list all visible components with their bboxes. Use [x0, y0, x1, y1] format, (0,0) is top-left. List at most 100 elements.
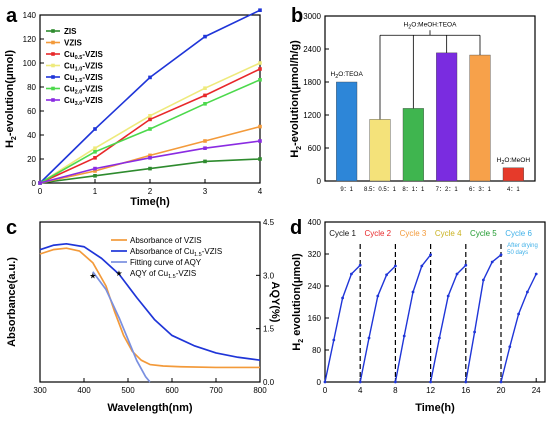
d-ytick-label: 160	[308, 314, 322, 323]
c-xtick-label: 300	[33, 386, 47, 395]
b-ytick-label: 1200	[303, 111, 321, 120]
b-xtick-label: 8.5：0.5：1	[364, 187, 397, 193]
b-ytick-label: 2400	[303, 45, 321, 54]
panel-d: d 0 80 160 240 320 400 0 4 8 12 16 20 24 Cycle 1 Cyc…	[290, 217, 546, 414]
a-series-point	[38, 181, 42, 185]
d-xtick-label: 20	[497, 386, 506, 395]
a-series-point	[203, 34, 207, 39]
a-series-point	[148, 75, 152, 80]
d-cycle-point	[482, 278, 485, 282]
a-series-point	[258, 139, 262, 143]
d-cycle-point	[429, 253, 432, 257]
a-ytick-label: 0	[32, 179, 37, 188]
d-cycle-point	[385, 273, 388, 277]
panel-c: c 300 400 500 600 700 800 0.0 1.5 3.0 4.5 ★ Abso…	[6, 217, 281, 414]
b-annotation: H2O:MeOH	[497, 157, 531, 166]
a-series-point	[93, 127, 97, 131]
a-legend-label: Cu1.0-VZIS	[64, 62, 103, 73]
panel-d-ylabel: H2 evolution(μmol)	[291, 253, 305, 351]
d-cycle-label: Cycle 6	[505, 229, 532, 238]
b-ytick-label: 3000	[303, 12, 321, 21]
d-cycle-point	[464, 263, 468, 267]
d-cycle-point	[446, 294, 450, 298]
a-series-point	[258, 78, 262, 82]
a-series-point	[258, 8, 262, 12]
a-series-point	[203, 86, 207, 90]
b-xtick-label: 9：1	[340, 187, 353, 193]
d-after-note: After drying	[507, 243, 538, 249]
panel-d-label: d	[290, 217, 302, 239]
d-cycle-line	[500, 273, 537, 383]
c-ytick-right-label: 1.5	[263, 325, 275, 334]
d-ytick-label: 320	[308, 250, 322, 259]
c-series-line	[92, 271, 151, 383]
panel-b-frame	[324, 15, 536, 182]
b-xtick-label: 7：2：1	[436, 187, 459, 193]
d-cycle-point	[473, 330, 476, 334]
a-series-point	[258, 67, 262, 71]
a-legend-marker	[51, 98, 55, 102]
panel-b-label: b	[291, 5, 303, 27]
a-series-point	[148, 117, 152, 122]
c-series-line	[39, 242, 261, 362]
d-cycle-point	[429, 380, 432, 384]
a-series-point	[93, 169, 97, 173]
d-cycle-line	[394, 254, 432, 383]
c-ytick-right-label: 4.5	[263, 218, 275, 227]
d-cycle-point	[358, 380, 362, 384]
panel-c-ylabel-left: Absorbance(a.u.)	[6, 257, 18, 347]
a-xtick-label: 3	[203, 187, 208, 196]
d-xtick-label: 16	[461, 386, 470, 395]
d-cycle-point	[394, 380, 397, 384]
b-bar	[469, 54, 491, 182]
a-legend-marker	[51, 86, 55, 91]
a-ytick-label: 80	[27, 83, 36, 92]
b-bar	[436, 52, 458, 182]
a-ytick-label: 120	[23, 35, 37, 44]
b-xtick-label: 8：1：1	[402, 187, 425, 193]
panel-a-xlabel: Time(h)	[130, 196, 170, 208]
a-xtick-label: 2	[148, 187, 153, 196]
d-xtick-label: 8	[393, 386, 398, 395]
a-legend-marker	[51, 40, 55, 45]
d-cycle-label: Cycle 5	[470, 229, 497, 238]
a-legend-marker	[51, 29, 55, 33]
a-series-point	[203, 102, 207, 106]
a-legend-label: ZIS	[64, 27, 77, 36]
d-xtick-label: 4	[358, 386, 363, 395]
panel-c-frame	[39, 221, 261, 383]
a-series-point	[258, 157, 262, 161]
a-series-point	[93, 146, 97, 150]
a-series-point	[93, 150, 97, 154]
a-series-point	[148, 156, 152, 160]
c-ytick-right-label: 3.0	[263, 271, 275, 280]
a-legend-label: Cu0.5-VZIS	[64, 50, 103, 61]
a-xtick-label: 4	[258, 187, 263, 196]
d-ytick-label: 0	[317, 378, 322, 387]
d-cycle-point	[526, 290, 529, 294]
a-series-point	[148, 153, 152, 158]
a-xtick-label: 1	[93, 187, 98, 196]
a-series-point	[93, 174, 97, 178]
a-legend-label: VZIS	[64, 39, 82, 48]
c-xtick-label: 400	[77, 386, 91, 395]
d-cycle-label: Cycle 4	[435, 229, 462, 238]
c-series-line	[39, 247, 260, 369]
d-cycle-point	[358, 263, 362, 267]
panel-a-label: a	[6, 5, 18, 27]
d-xtick-label: 12	[426, 386, 435, 395]
c-legend-label: Absorbance of VZIS	[130, 236, 202, 245]
b-ytick-label: 1800	[303, 78, 321, 87]
a-series-point	[148, 127, 152, 131]
d-cycle-point	[508, 345, 512, 349]
a-ytick-label: 140	[23, 11, 37, 20]
panel-d-xlabel: Time(h)	[415, 402, 455, 414]
a-series-point	[203, 146, 207, 150]
c-legend-label: Absorbance of Cu1.5-VZIS	[130, 247, 222, 258]
a-legend-marker	[51, 75, 55, 79]
a-legend-marker	[51, 63, 55, 68]
a-ytick-label: 60	[27, 107, 36, 116]
panel-c-xlabel: Wavelength(nm)	[107, 402, 192, 414]
panel-a: a 0 20 40 60 80 100 120 140 0 1 2 3 4 ZIS VZIS Cu0.5-…	[4, 5, 263, 208]
c-legend-label: Fitting curve of AQY	[130, 258, 202, 267]
